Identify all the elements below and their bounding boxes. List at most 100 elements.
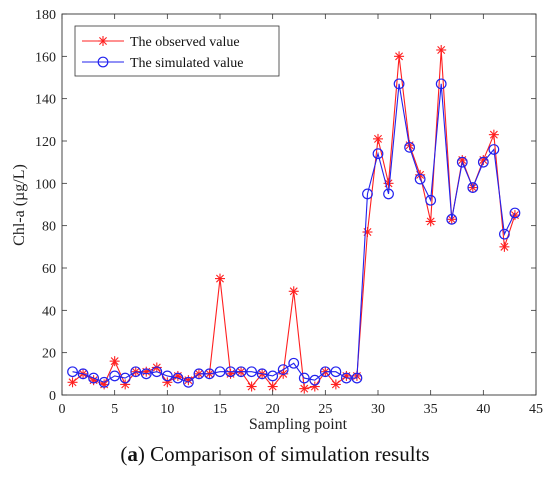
x-tick-label: 30: [371, 402, 385, 417]
simulated-point: [267, 370, 279, 382]
simulated-point: [298, 372, 310, 384]
legend: The observed value The simulated value: [74, 25, 280, 77]
simulated-point: [161, 370, 173, 382]
y-axis-label: Chl-a (µg/L): [11, 164, 28, 246]
observed-point: [299, 383, 310, 394]
simulated-point: [351, 372, 363, 384]
y-tick-label: 80: [42, 220, 56, 235]
simulated-point: [393, 78, 405, 90]
legend-label: The observed value: [130, 35, 240, 50]
simulated-point: [467, 182, 479, 193]
caption-open-paren: (: [120, 442, 128, 466]
plot-area: [61, 13, 537, 396]
caption-letter: a: [127, 442, 138, 466]
y-tick-label: 140: [35, 93, 56, 108]
simulated-point: [182, 376, 194, 388]
simulated-point: [362, 188, 373, 200]
simulated-point: [341, 372, 352, 384]
y-tick-label: 160: [35, 50, 56, 65]
x-axis-label: Sampling point: [249, 416, 348, 433]
x-tick-label: 25: [318, 402, 332, 417]
simulated-point: [404, 141, 416, 153]
x-tick-label: 45: [529, 402, 543, 417]
simulated-point: [98, 376, 110, 388]
simulated-point: [204, 368, 215, 380]
x-tick-label: 5: [111, 402, 118, 417]
observed-point: [373, 133, 383, 144]
observed-point: [267, 381, 278, 392]
observed-point: [288, 286, 299, 297]
simulated-point: [414, 173, 426, 185]
figure-caption: (a) Comparison of simulation results: [0, 442, 550, 467]
simulated-point: [425, 194, 437, 206]
simulated-point: [435, 78, 447, 90]
simulated-point: [119, 372, 131, 384]
simulated-point: [140, 368, 152, 380]
simulated-point: [309, 374, 321, 386]
y-tick-label: 40: [42, 304, 56, 319]
x-tick-label: 15: [213, 402, 227, 417]
simulated-point: [256, 368, 268, 380]
simulated-point: [214, 366, 226, 378]
observed-point: [225, 368, 236, 379]
observed-point: [215, 273, 225, 284]
y-tick-label: 100: [35, 177, 56, 192]
simulated-point: [488, 144, 500, 155]
series-layer: [67, 44, 521, 394]
observed-point: [488, 129, 499, 140]
x-tick-label: 10: [160, 402, 174, 417]
axes-box: [61, 13, 537, 396]
simulated-point: [130, 366, 142, 378]
simulated-point: [235, 366, 247, 378]
simulated-point: [277, 364, 289, 376]
simulated-point: [446, 213, 458, 225]
x-tick-label: 35: [424, 402, 438, 417]
observed-point: [394, 51, 405, 62]
observed-point: [246, 381, 257, 392]
simulated-point: [383, 188, 394, 200]
simulated-point: [372, 148, 384, 160]
ticks-layer: 0 5 10 15 20 25 30 35 40 45 0 20 40 60 80 100 120 140 160 1…: [35, 8, 543, 417]
x-tick-label: 20: [266, 402, 280, 417]
simulated-point: [456, 156, 468, 168]
chart: 0 5 10 15 20 25 30 35 40 45 0 20 40 60 80 100 120 140 160 1…: [11, 8, 543, 433]
caption-text: ) Comparison of simulation results: [137, 442, 430, 466]
simulated-point: [109, 370, 121, 382]
simulated-point: [477, 156, 489, 168]
simulated-point: [151, 366, 163, 378]
simulated-point: [77, 368, 89, 380]
y-tick-label: 60: [42, 262, 56, 277]
legend-box: [74, 25, 280, 77]
simulated-point: [509, 207, 521, 219]
observed-point: [141, 366, 152, 377]
simulated-point: [246, 366, 258, 378]
observed-point: [499, 241, 510, 252]
observed-point: [425, 216, 436, 227]
observed-point: [330, 379, 341, 390]
observed-point: [509, 210, 520, 221]
y-tick-label: 120: [35, 135, 56, 150]
legend-marker: [97, 56, 109, 68]
x-tick-label: 40: [476, 402, 490, 417]
simulated-point: [193, 368, 205, 380]
y-tick-label: 0: [49, 389, 56, 404]
simulated-point: [330, 366, 342, 378]
simulated-line: [72, 83, 516, 383]
simulated-series: [67, 78, 521, 388]
simulated-point: [288, 357, 300, 369]
simulated-point: [225, 366, 236, 378]
x-tick-label: 0: [59, 402, 66, 417]
observed-point: [362, 227, 373, 238]
y-tick-label: 180: [35, 8, 56, 23]
observed-point: [436, 44, 447, 55]
simulated-point: [172, 372, 184, 384]
simulated-point: [499, 228, 510, 240]
legend-label: The simulated value: [130, 56, 244, 71]
simulated-point: [67, 366, 78, 378]
observed-point: [109, 356, 120, 367]
simulated-point: [88, 372, 99, 384]
simulated-point: [319, 366, 331, 378]
observed-point: [67, 377, 78, 388]
y-tick-label: 20: [42, 347, 56, 362]
legend-marker: [98, 36, 108, 46]
